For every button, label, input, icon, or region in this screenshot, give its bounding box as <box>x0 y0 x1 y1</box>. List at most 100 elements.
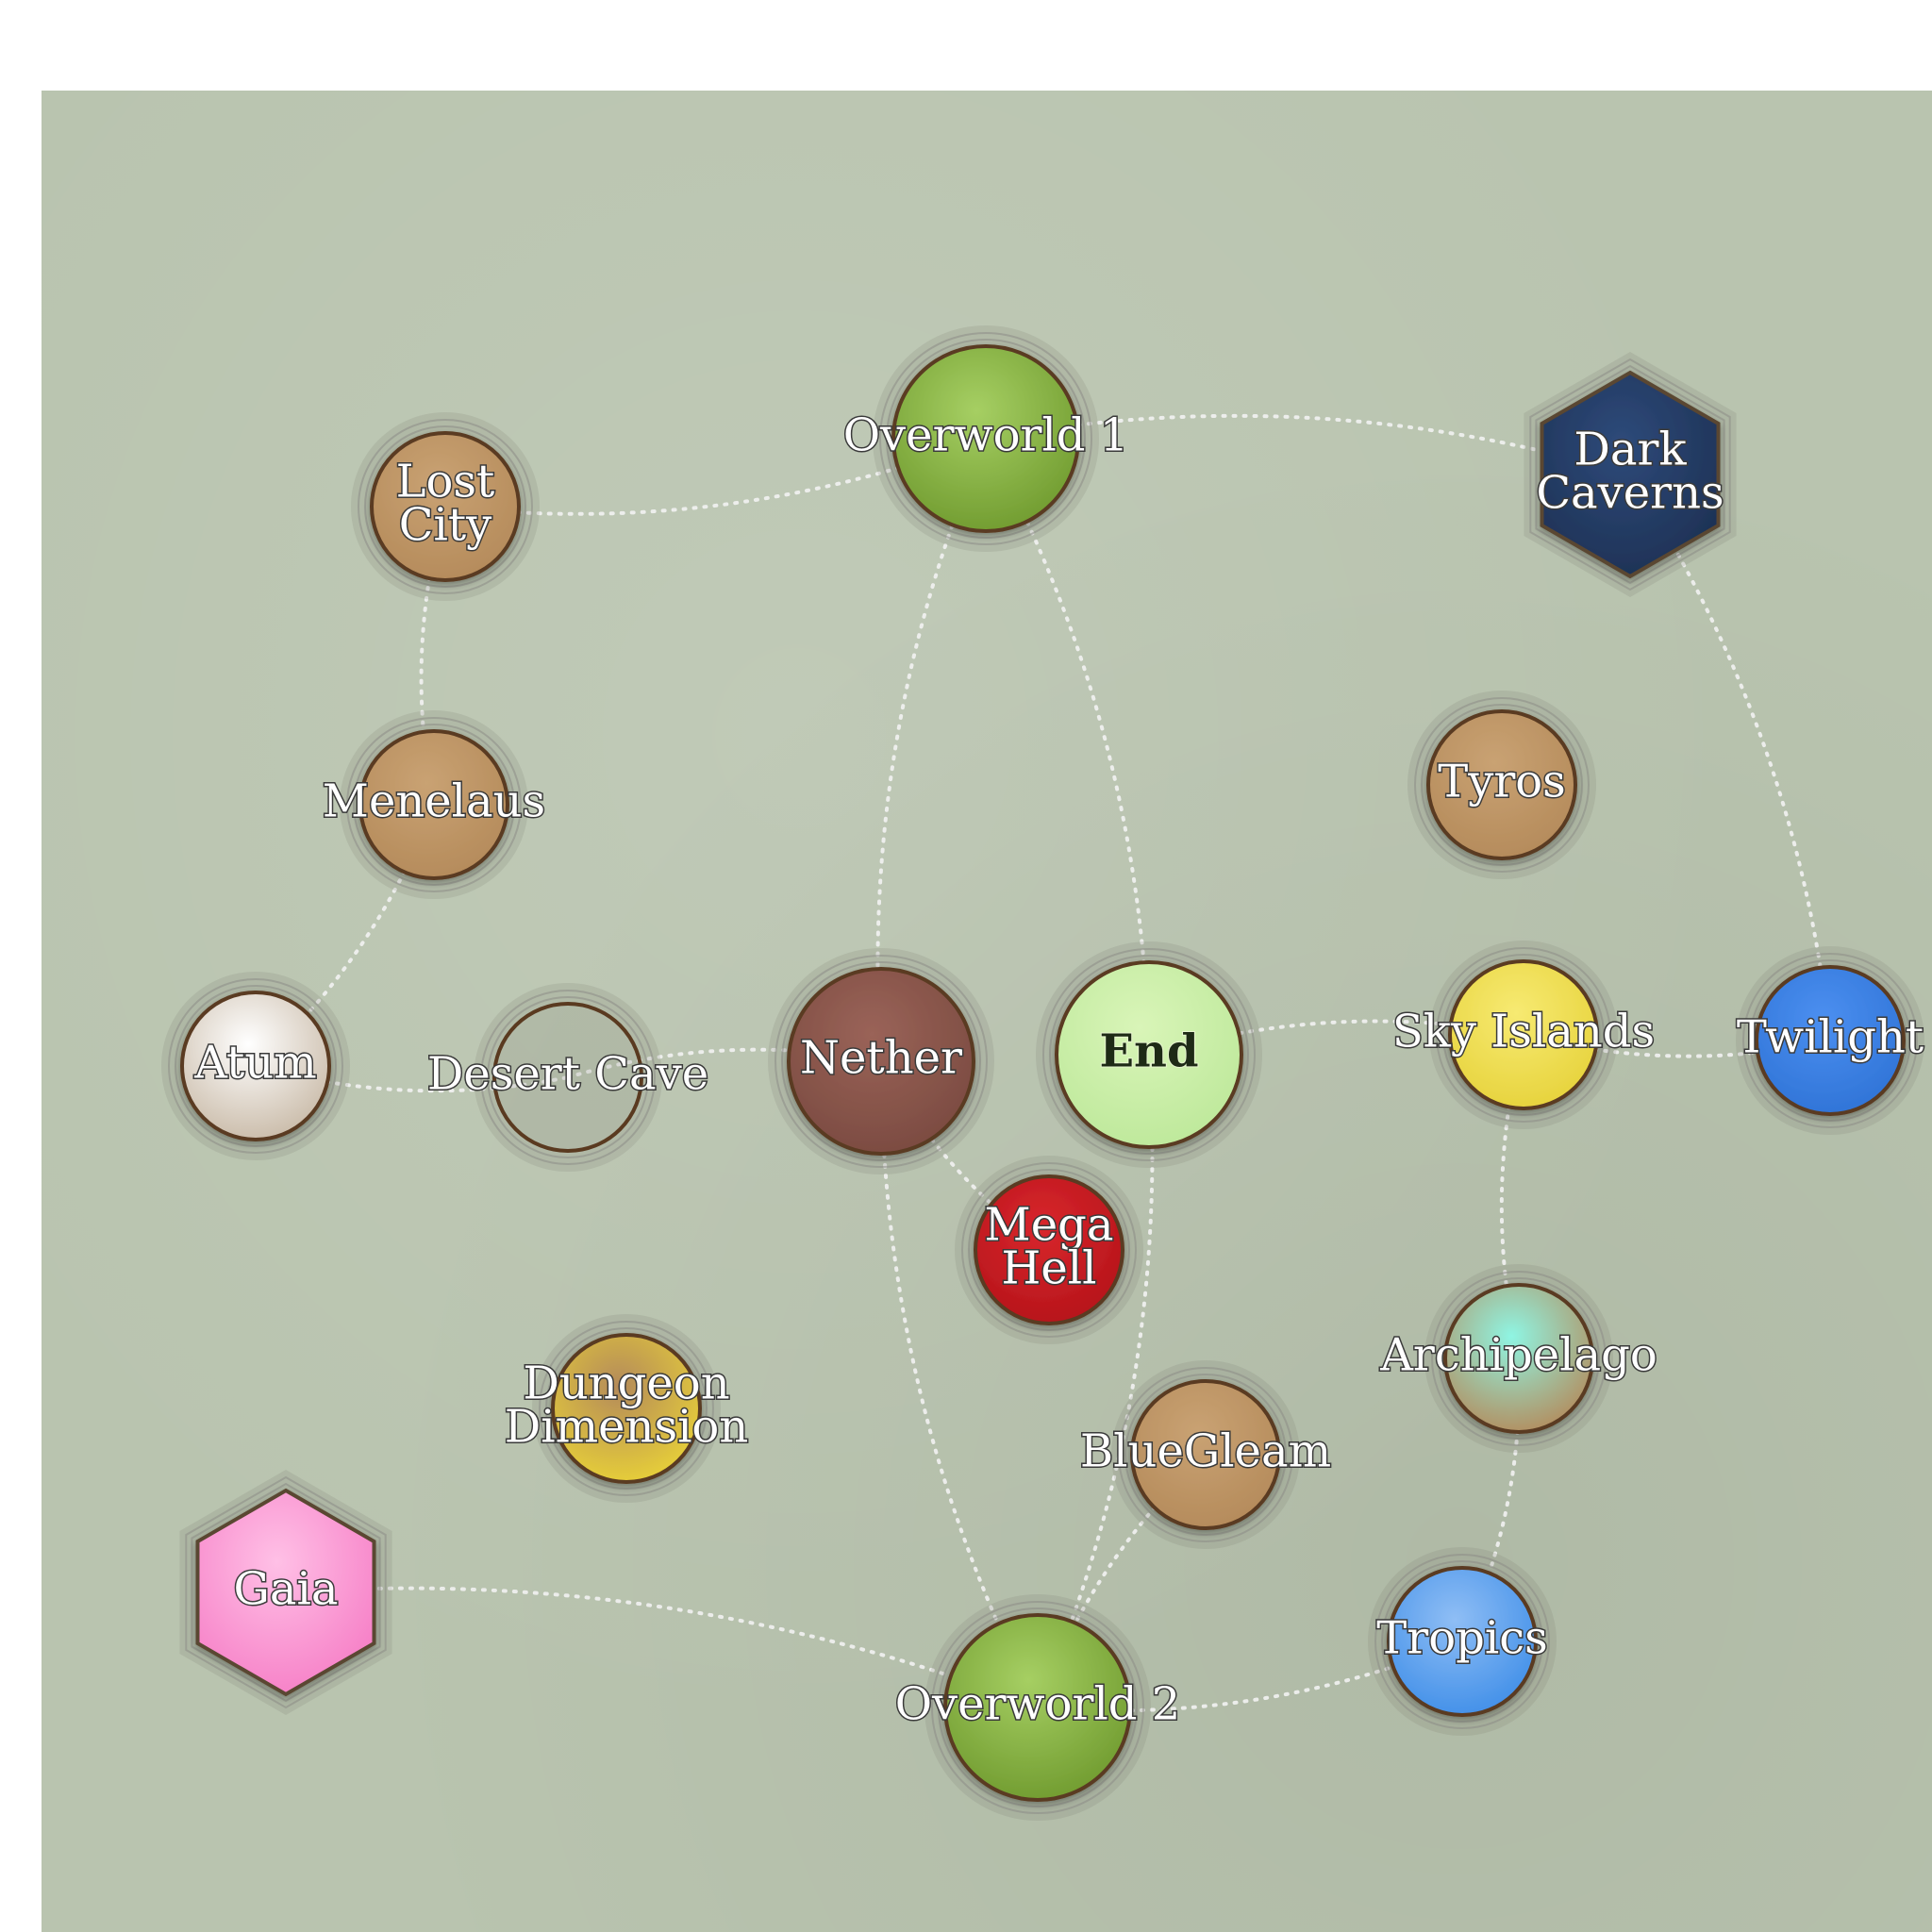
node-label-overworld1: Overworld 1 <box>843 409 1129 462</box>
node-body <box>1055 960 1243 1149</box>
node-ring <box>1414 697 1590 873</box>
node-label-lostcity: City <box>399 499 491 552</box>
node-overworld2[interactable]: Overworld 2 <box>893 1594 1182 1821</box>
node-ring <box>1042 948 1256 1161</box>
node-ring <box>358 419 533 594</box>
node-label-lostcity: Lost <box>396 456 495 508</box>
edge-gaia-overworld2 <box>284 1586 1040 1709</box>
node-bluegleam[interactable]: BlueGleam <box>1078 1360 1333 1549</box>
node-body <box>787 967 975 1156</box>
node-archipelago[interactable]: Archipelago <box>1378 1264 1658 1453</box>
node-ring <box>1438 1277 1600 1440</box>
node-body <box>370 431 521 582</box>
node-overworld1[interactable]: Overworld 1 <box>841 325 1130 552</box>
node-body <box>1443 1283 1594 1434</box>
node-label-atum: Atum <box>193 1037 317 1090</box>
node-body <box>492 1002 643 1153</box>
node-ring <box>961 1162 1137 1338</box>
node-body <box>358 729 509 880</box>
node-desertcave[interactable]: Desert Cave <box>425 983 710 1172</box>
node-ring <box>1742 953 1918 1128</box>
node-ring <box>938 1607 1138 1807</box>
node-ring <box>1535 364 1725 585</box>
node-label-megahell: Hell <box>1002 1242 1097 1295</box>
node-label-dungeon: Dimension <box>505 1401 748 1454</box>
node-ring <box>185 1475 387 1709</box>
node-body <box>1448 959 1599 1110</box>
node-ring <box>1049 955 1249 1155</box>
node-body <box>891 344 1080 533</box>
node-ring <box>879 332 1092 545</box>
node-end[interactable]: End <box>1036 941 1262 1168</box>
node-ring <box>1431 1271 1607 1446</box>
node-label-nether: Nether <box>800 1032 962 1085</box>
node-label-overworld2: Overworld 2 <box>895 1678 1181 1731</box>
node-ring <box>1374 1554 1550 1729</box>
node-label-dungeon: Dungeon <box>523 1357 729 1410</box>
node-ring <box>545 1327 708 1490</box>
node-ring <box>539 1321 714 1496</box>
node-ring <box>353 724 515 886</box>
node-ring <box>1421 704 1583 866</box>
node-menelaus[interactable]: Menelaus <box>321 710 547 899</box>
edge-nether-overworld2 <box>879 1059 1040 1709</box>
node-label-menelaus: Menelaus <box>323 775 545 828</box>
node-label-gaia: Gaia <box>234 1563 339 1616</box>
node-label-archipelago: Archipelago <box>1379 1329 1657 1382</box>
node-label-end: End <box>1099 1025 1198 1078</box>
node-skyislands[interactable]: Sky Islands <box>1391 941 1657 1129</box>
node-ring <box>1749 959 1911 1122</box>
node-ring <box>480 990 656 1165</box>
node-gaia[interactable]: Gaia <box>179 1470 392 1715</box>
node-ring <box>1436 947 1611 1123</box>
node-label-bluegleam: BlueGleam <box>1080 1425 1331 1478</box>
edge-end-overworld2 <box>1036 1053 1155 1709</box>
node-ring <box>1442 954 1605 1116</box>
node-label-megahell: Mega <box>985 1199 1114 1252</box>
node-label-tyros: Tyros <box>1438 756 1566 808</box>
node-nether[interactable]: Nether <box>768 948 994 1174</box>
node-label-darkcaverns: Caverns <box>1536 467 1724 520</box>
node-ring <box>774 955 988 1168</box>
node-tyros[interactable]: Tyros <box>1407 691 1596 879</box>
node-body <box>943 1613 1132 1802</box>
node-body <box>974 1174 1124 1325</box>
node-label-darkcaverns: Dark <box>1574 424 1687 476</box>
node-twilight[interactable]: Twilight <box>1735 946 1925 1135</box>
node-label-desertcave: Desert Cave <box>427 1048 708 1101</box>
node-ring <box>886 339 1086 539</box>
edge-archipelago-tropics <box>1460 1357 1522 1643</box>
node-tropics[interactable]: Tropics <box>1368 1547 1557 1736</box>
node-body <box>1540 370 1721 579</box>
node-ring <box>487 996 649 1158</box>
node-body <box>195 1488 376 1697</box>
node-ring <box>781 961 981 1161</box>
node-ring <box>968 1169 1130 1331</box>
node-label-tropics: Tropics <box>1376 1612 1547 1665</box>
node-body <box>1755 965 1906 1116</box>
node-ring <box>1118 1367 1293 1542</box>
edge-desertcave-nether <box>566 1047 883 1079</box>
node-label-twilight: Twilight <box>1737 1011 1924 1064</box>
node-ring <box>191 1482 381 1703</box>
node-atum[interactable]: Atum <box>161 972 350 1160</box>
node-ring <box>1124 1374 1287 1536</box>
node-ring <box>346 717 522 892</box>
node-ring <box>168 978 343 1154</box>
node-ring <box>364 425 526 588</box>
node-ring <box>931 1601 1144 1814</box>
node-ring <box>1529 358 1731 591</box>
node-body <box>1387 1566 1538 1717</box>
node-body <box>1426 709 1577 860</box>
node-body <box>180 991 331 1141</box>
node-body <box>551 1333 702 1484</box>
node-ring <box>1381 1560 1543 1723</box>
node-body <box>1130 1379 1281 1530</box>
node-label-skyislands: Sky Islands <box>1392 1006 1655 1058</box>
